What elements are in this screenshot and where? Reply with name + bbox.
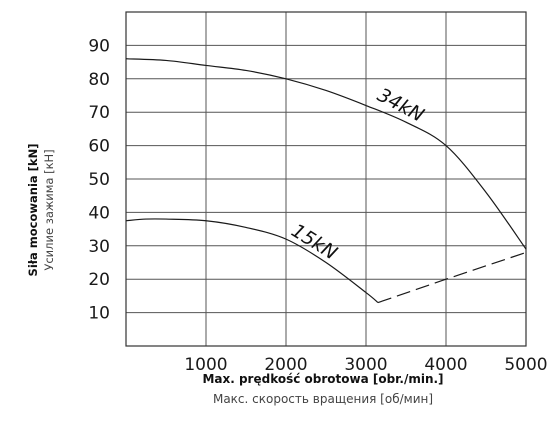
y-tick-label: 30: [88, 237, 110, 257]
x-tick-label: 2000: [264, 355, 307, 375]
y-tick-label: 80: [88, 70, 110, 90]
x-axis-label: Max. prędkość obrotowa [obr./min.]: [202, 372, 443, 386]
x-tick-label: 4000: [424, 355, 467, 375]
y-tick-label: 20: [88, 270, 110, 290]
series: [125, 58, 527, 304]
plot-frame: [125, 11, 527, 347]
x-tick-label: 3000: [344, 355, 387, 375]
y-axis-label-sub: Усилие зажима [кН]: [42, 149, 56, 270]
series-line-dashed: [377, 251, 527, 304]
y-tick-label: 40: [88, 203, 110, 223]
tick-labels: 1000 2000 3000 4000 5000 10 20 30 40 50 60 70 80 90: [88, 36, 547, 375]
y-tick-label: 90: [88, 36, 110, 56]
y-tick-label: 60: [88, 137, 110, 157]
y-tick-label: 50: [88, 170, 110, 190]
y-tick-label: 10: [88, 304, 110, 324]
x-tick-label: 1000: [184, 355, 227, 375]
grid: [126, 12, 527, 346]
y-tick-label: 70: [88, 103, 110, 123]
series-line-15kn: [125, 218, 379, 304]
x-axis-label-sub: Макс. скорость вращения [об/мин]: [213, 392, 433, 406]
series-line-34kn: [125, 58, 527, 250]
series-label-15kn: 15kN: [287, 220, 341, 265]
x-tick-label: 5000: [504, 355, 547, 375]
y-axis-label: Siła mocowania [kN]: [26, 144, 40, 277]
